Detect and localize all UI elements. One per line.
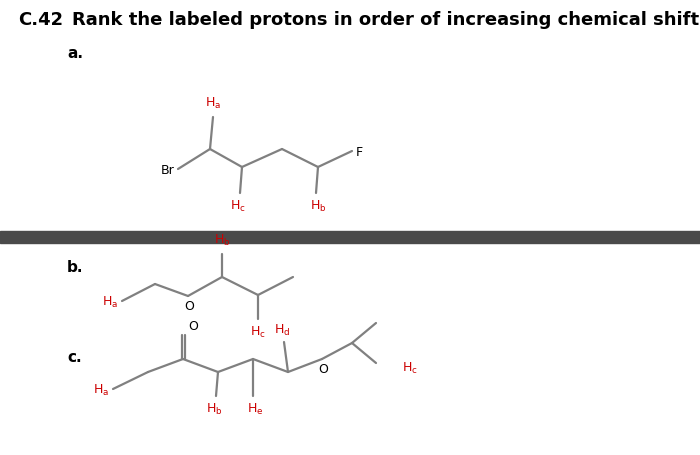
Text: $\mathregular{H_a}$: $\mathregular{H_a}$ (102, 294, 118, 309)
Text: $\mathregular{H_b}$: $\mathregular{H_b}$ (206, 401, 223, 416)
Text: $\mathregular{H_d}$: $\mathregular{H_d}$ (274, 322, 290, 337)
Text: C.42: C.42 (18, 11, 63, 29)
Text: $\mathregular{H_a}$: $\mathregular{H_a}$ (205, 96, 221, 111)
Text: $\mathregular{H_c}$: $\mathregular{H_c}$ (230, 198, 246, 214)
Text: O: O (188, 319, 198, 332)
Text: $\mathregular{H_e}$: $\mathregular{H_e}$ (247, 401, 263, 416)
Bar (0, 232, 700, 243)
Text: a.: a. (67, 46, 83, 61)
Text: $\mathregular{H_c}$: $\mathregular{H_c}$ (402, 359, 418, 375)
Text: $\mathregular{H_a}$: $\mathregular{H_a}$ (93, 382, 109, 397)
Text: O: O (184, 299, 194, 312)
Text: $\mathregular{H_b}$: $\mathregular{H_b}$ (214, 233, 230, 248)
Text: Rank the labeled protons in order of increasing chemical shift.: Rank the labeled protons in order of inc… (72, 11, 700, 29)
Text: O: O (318, 362, 328, 375)
Text: $\mathregular{H_c}$: $\mathregular{H_c}$ (250, 324, 266, 339)
Text: b.: b. (67, 259, 83, 274)
Text: c.: c. (67, 349, 82, 364)
Text: F: F (356, 145, 363, 158)
Text: Br: Br (160, 163, 174, 176)
Text: $\mathregular{H_b}$: $\mathregular{H_b}$ (309, 198, 326, 214)
